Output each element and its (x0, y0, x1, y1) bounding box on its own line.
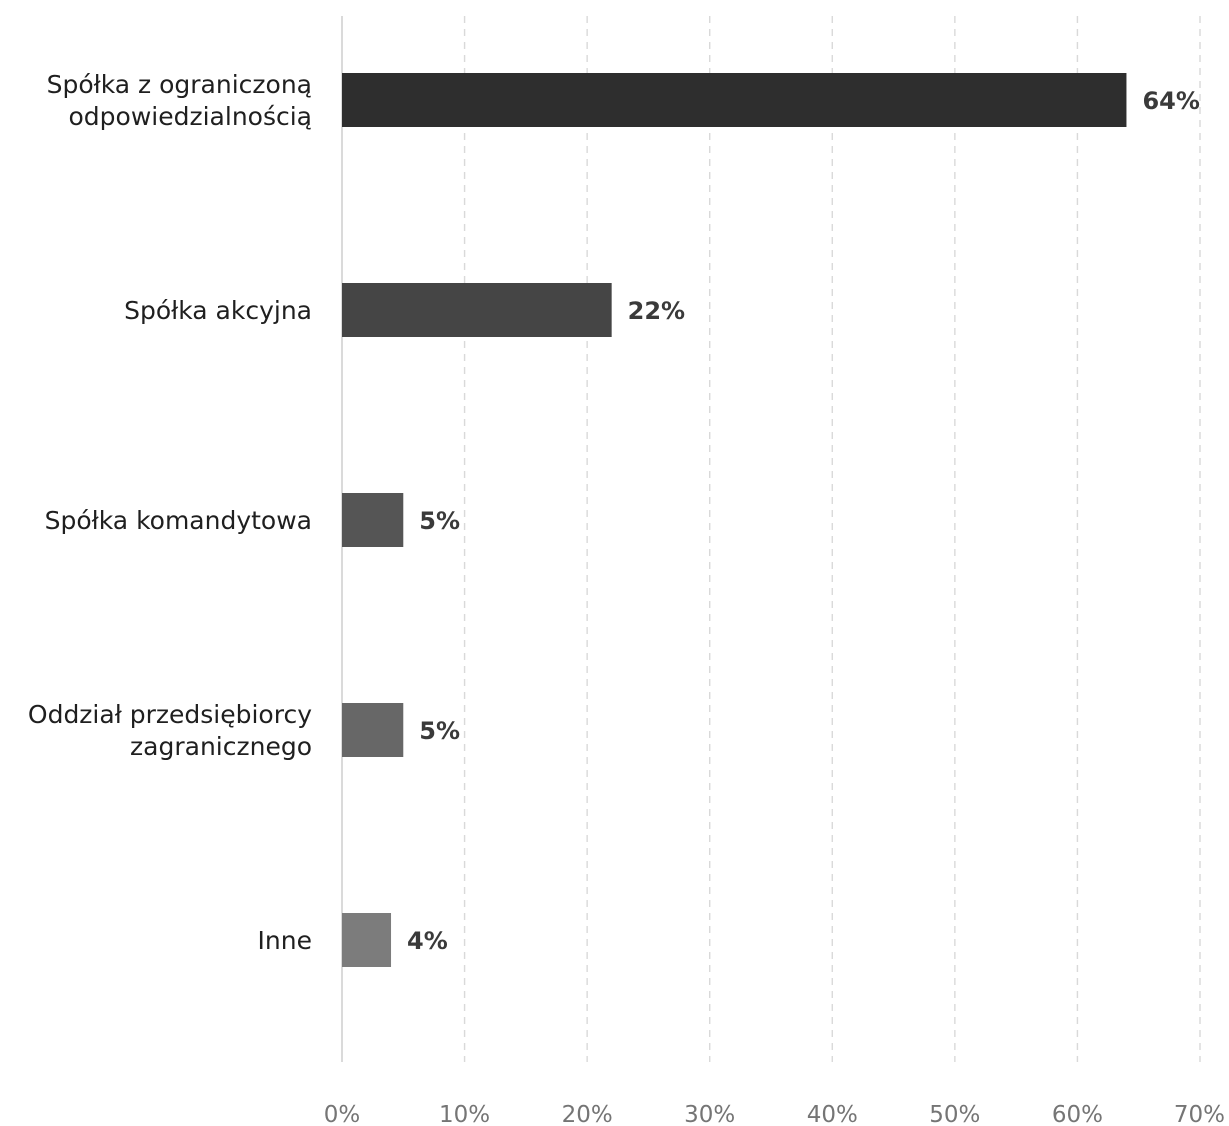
category-label: Spółka z ograniczoną (47, 70, 312, 99)
x-tick-label: 60% (1052, 1102, 1103, 1126)
category-label: Spółka komandytowa (45, 506, 312, 535)
x-tick-label: 50% (929, 1102, 980, 1126)
value-label: 4% (407, 927, 448, 955)
category-label: Inne (258, 926, 312, 955)
bar (342, 73, 1127, 127)
x-tick-label: 30% (684, 1102, 735, 1126)
value-labels: 64% 22% 5% 5% 4% (407, 87, 1200, 955)
grid-lines (463, 16, 1201, 1062)
x-tick-label: 70% (1174, 1102, 1225, 1126)
category-labels: Spółka z ograniczoną odpowiedzialnością Sp… (28, 70, 312, 955)
x-tick-label: 20% (562, 1102, 613, 1126)
value-label: 22% (628, 297, 685, 325)
x-tick-label: 40% (807, 1102, 858, 1126)
bar (342, 493, 404, 547)
value-label: 5% (419, 717, 460, 745)
value-label: 5% (419, 507, 460, 535)
value-label: 64% (1142, 87, 1199, 115)
x-tick-label: 0% (324, 1102, 361, 1126)
bar (342, 913, 392, 967)
category-label: odpowiedzialnością (69, 102, 312, 131)
category-label: Oddział przedsiębiorcy (28, 700, 312, 729)
bar (342, 283, 612, 337)
bar (342, 703, 404, 757)
bars (342, 73, 1127, 967)
x-tick-label: 10% (439, 1102, 490, 1126)
category-label: Spółka akcyjna (124, 296, 312, 325)
category-label: zagranicznego (130, 732, 312, 761)
x-tick-labels: 0% 10% 20% 30% 40% 50% 60% 70% (324, 1102, 1225, 1126)
